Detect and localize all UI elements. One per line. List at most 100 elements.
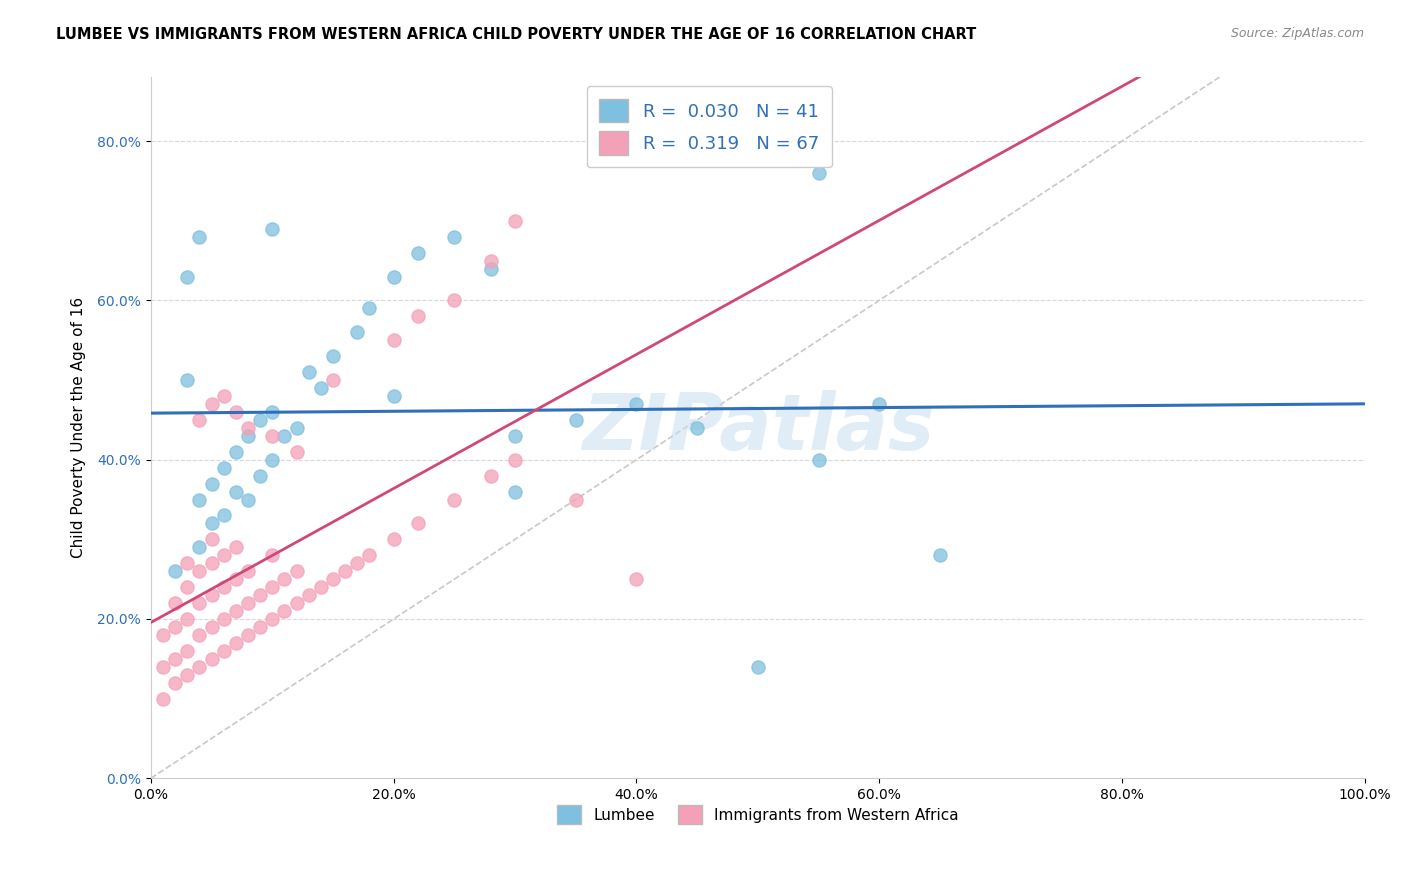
Y-axis label: Child Poverty Under the Age of 16: Child Poverty Under the Age of 16 xyxy=(72,297,86,558)
Point xyxy=(212,580,235,594)
Text: ZIPatlas: ZIPatlas xyxy=(582,390,934,466)
Point xyxy=(273,429,295,443)
Point xyxy=(309,580,332,594)
Point xyxy=(201,397,224,411)
Point xyxy=(212,389,235,403)
Point xyxy=(443,492,465,507)
Point xyxy=(807,166,830,180)
Point xyxy=(406,245,429,260)
Point xyxy=(236,492,259,507)
Point xyxy=(333,564,356,578)
Point xyxy=(236,421,259,435)
Point xyxy=(188,628,211,642)
Point xyxy=(176,580,198,594)
Point xyxy=(249,620,271,634)
Point xyxy=(928,548,950,562)
Point xyxy=(747,659,769,673)
Point xyxy=(262,580,284,594)
Point xyxy=(346,556,368,570)
Point xyxy=(503,214,526,228)
Point xyxy=(152,691,174,706)
Point xyxy=(249,588,271,602)
Point xyxy=(285,444,308,458)
Legend: Lumbee, Immigrants from Western Africa: Lumbee, Immigrants from Western Africa xyxy=(547,796,969,834)
Point xyxy=(249,413,271,427)
Point xyxy=(249,468,271,483)
Point xyxy=(262,548,284,562)
Point xyxy=(382,333,405,347)
Point xyxy=(188,413,211,427)
Point xyxy=(479,253,502,268)
Point xyxy=(322,373,344,387)
Point xyxy=(309,381,332,395)
Point xyxy=(225,444,247,458)
Point xyxy=(236,429,259,443)
Point xyxy=(152,659,174,673)
Point xyxy=(406,310,429,324)
Point xyxy=(686,421,709,435)
Point xyxy=(176,644,198,658)
Point xyxy=(188,659,211,673)
Point xyxy=(165,564,187,578)
Point xyxy=(406,516,429,531)
Point xyxy=(503,429,526,443)
Point xyxy=(212,644,235,658)
Point xyxy=(298,588,321,602)
Point xyxy=(212,460,235,475)
Point xyxy=(262,429,284,443)
Point xyxy=(273,604,295,618)
Point xyxy=(176,556,198,570)
Point xyxy=(565,413,588,427)
Point xyxy=(188,596,211,610)
Point xyxy=(201,556,224,570)
Point xyxy=(225,572,247,586)
Point xyxy=(225,405,247,419)
Point xyxy=(188,541,211,555)
Text: LUMBEE VS IMMIGRANTS FROM WESTERN AFRICA CHILD POVERTY UNDER THE AGE OF 16 CORRE: LUMBEE VS IMMIGRANTS FROM WESTERN AFRICA… xyxy=(56,27,977,42)
Point xyxy=(479,261,502,276)
Point xyxy=(201,516,224,531)
Point xyxy=(262,221,284,235)
Point xyxy=(201,588,224,602)
Point xyxy=(201,620,224,634)
Point xyxy=(236,564,259,578)
Point xyxy=(443,229,465,244)
Point xyxy=(382,533,405,547)
Point xyxy=(262,405,284,419)
Point xyxy=(176,269,198,284)
Point xyxy=(176,373,198,387)
Point xyxy=(479,468,502,483)
Point xyxy=(165,596,187,610)
Point xyxy=(212,508,235,523)
Point xyxy=(225,484,247,499)
Point xyxy=(212,612,235,626)
Point xyxy=(225,541,247,555)
Point xyxy=(176,612,198,626)
Point xyxy=(236,628,259,642)
Point xyxy=(298,365,321,379)
Point xyxy=(626,572,648,586)
Point xyxy=(285,564,308,578)
Point xyxy=(359,301,381,316)
Point xyxy=(201,652,224,666)
Point xyxy=(262,452,284,467)
Point xyxy=(503,484,526,499)
Point xyxy=(565,492,588,507)
Point xyxy=(188,492,211,507)
Point xyxy=(201,476,224,491)
Point xyxy=(322,349,344,363)
Point xyxy=(273,572,295,586)
Point xyxy=(225,604,247,618)
Point xyxy=(165,675,187,690)
Point xyxy=(152,628,174,642)
Point xyxy=(225,636,247,650)
Point xyxy=(807,452,830,467)
Point xyxy=(322,572,344,586)
Point xyxy=(188,564,211,578)
Point xyxy=(346,326,368,340)
Point xyxy=(382,389,405,403)
Text: Source: ZipAtlas.com: Source: ZipAtlas.com xyxy=(1230,27,1364,40)
Point xyxy=(165,620,187,634)
Point xyxy=(188,229,211,244)
Point xyxy=(359,548,381,562)
